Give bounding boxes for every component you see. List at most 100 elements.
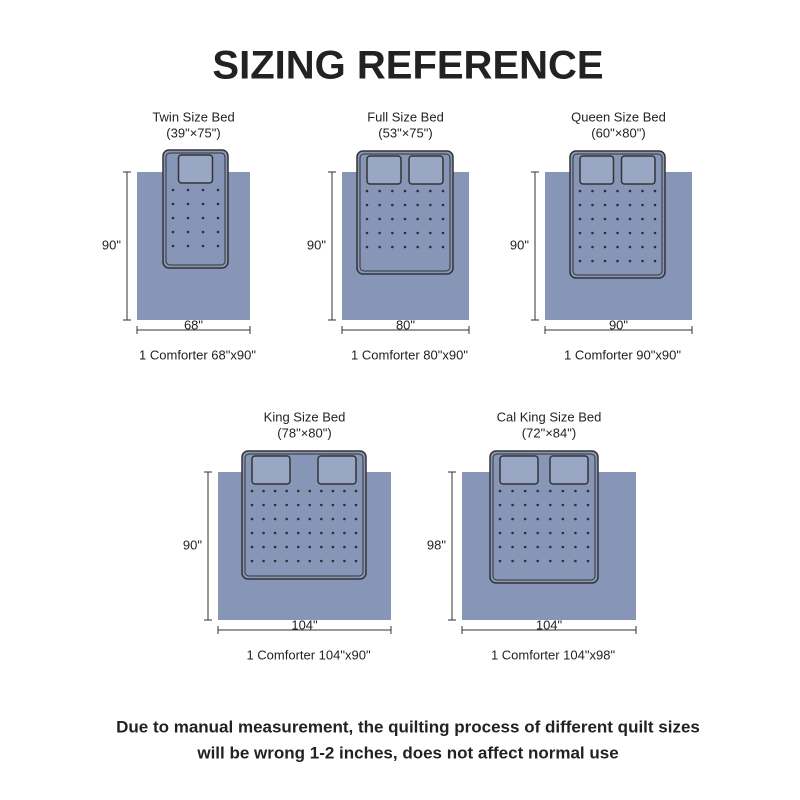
bed-name: Full Size Bed: [367, 109, 444, 124]
quilt-stitch: [171, 202, 175, 206]
quilt-stitch: [561, 503, 565, 507]
quilt-stitch: [628, 231, 632, 235]
quilt-stitch: [354, 503, 358, 507]
quilt-stitch: [320, 531, 323, 535]
quilt-stitch: [343, 517, 346, 521]
quilt-stitch: [653, 189, 657, 193]
quilt-stitch: [201, 188, 205, 192]
quilt-stitch: [365, 245, 369, 249]
quilt-stitch: [603, 217, 607, 221]
quilt-stitch: [498, 545, 502, 549]
quilt-stitch: [308, 559, 312, 563]
quilt-stitch: [536, 489, 540, 493]
quilt-stitch: [586, 517, 590, 521]
quilt-stitch: [391, 203, 394, 207]
quilt-stitch: [616, 245, 619, 249]
quilt-stitch: [429, 245, 432, 249]
quilt-stitch: [416, 217, 419, 221]
quilt-stitch: [262, 503, 265, 507]
quilt-stitch: [354, 531, 358, 535]
quilt-stitch: [331, 503, 335, 507]
quilt-stitch: [201, 202, 205, 206]
quilt-stitch: [628, 245, 632, 249]
quilt-stitch: [591, 189, 594, 193]
quilt-stitch: [653, 217, 657, 221]
pillow: [408, 155, 444, 185]
quilt-stitch: [616, 203, 619, 207]
bed-size: (39"×75"): [166, 125, 220, 140]
caption: 1 Comforter 104"x98": [491, 647, 616, 662]
quilt-stitch: [308, 503, 312, 507]
quilt-stitch: [250, 489, 254, 493]
height-label: 90": [307, 237, 326, 252]
quilt-stitch: [511, 545, 514, 549]
quilt-stitch: [641, 259, 644, 263]
quilt-stitch: [186, 188, 190, 192]
quilt-stitch: [285, 545, 288, 549]
height-label: 90": [102, 237, 121, 252]
footer-line: will be wrong 1-2 inches, does not affec…: [196, 743, 618, 762]
quilt-stitch: [561, 531, 565, 535]
quilt-stitch: [391, 189, 394, 193]
quilt-stitch: [416, 245, 419, 249]
quilt-stitch: [441, 203, 445, 207]
quilt-stitch: [548, 517, 552, 521]
quilt-stitch: [403, 217, 407, 221]
quilt-stitch: [653, 231, 657, 235]
quilt-stitch: [354, 545, 358, 549]
quilt-stitch: [365, 203, 369, 207]
pillow: [549, 455, 589, 485]
quilt-stitch: [365, 231, 369, 235]
quilt-stitch: [511, 503, 514, 507]
quilt-stitch: [320, 489, 323, 493]
quilt-stitch: [498, 531, 502, 535]
quilt-stitch: [578, 231, 582, 235]
quilt-stitch: [653, 245, 657, 249]
quilt-stitch: [578, 259, 582, 263]
quilt-stitch: [574, 545, 577, 549]
quilt-stitch: [441, 189, 445, 193]
quilt-stitch: [498, 517, 502, 521]
quilt-stitch: [250, 517, 254, 521]
quilt-stitch: [591, 217, 594, 221]
quilt-stitch: [273, 559, 277, 563]
height-label: 90": [183, 537, 202, 552]
quilt-stitch: [416, 231, 419, 235]
width-label: 68": [184, 317, 203, 332]
quilt-stitch: [216, 244, 220, 248]
footer-line: Due to manual measurement, the quilting …: [116, 717, 700, 736]
pillow: [177, 154, 214, 184]
quilt-stitch: [320, 517, 323, 521]
caption: 1 Comforter 90"x90": [564, 347, 681, 362]
quilt-stitch: [262, 559, 265, 563]
quilt-stitch: [523, 503, 527, 507]
quilt-stitch: [641, 189, 644, 193]
bed-size: (60"×80"): [591, 125, 645, 140]
quilt-stitch: [523, 545, 527, 549]
quilt-stitch: [561, 517, 565, 521]
width-label: 104": [536, 617, 563, 632]
quilt-stitch: [331, 559, 335, 563]
quilt-stitch: [616, 217, 619, 221]
quilt-stitch: [186, 216, 190, 220]
pillow: [620, 155, 656, 185]
quilt-stitch: [186, 230, 190, 234]
quilt-stitch: [628, 203, 632, 207]
quilt-stitch: [186, 244, 190, 248]
quilt-stitch: [365, 189, 369, 193]
quilt-stitch: [378, 217, 381, 221]
quilt-stitch: [578, 217, 582, 221]
quilt-stitch: [441, 245, 445, 249]
quilt-stitch: [216, 188, 220, 192]
quilt-stitch: [603, 245, 607, 249]
quilt-stitch: [561, 489, 565, 493]
quilt-stitch: [511, 517, 514, 521]
quilt-stitch: [578, 245, 582, 249]
height-label: 98": [427, 537, 446, 552]
quilt-stitch: [343, 489, 346, 493]
bed-inner: [359, 153, 451, 272]
quilt-stitch: [574, 517, 577, 521]
quilt-stitch: [285, 531, 288, 535]
bed-inner: [244, 453, 364, 577]
